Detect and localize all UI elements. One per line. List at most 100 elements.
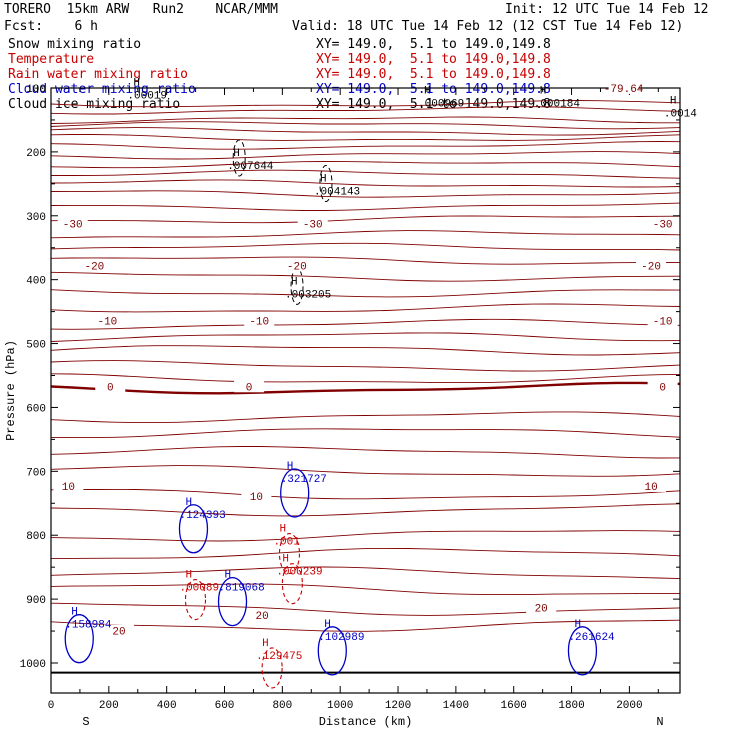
y-axis-label: Pressure (hPa) xyxy=(4,340,18,441)
temperature-label-bg xyxy=(636,479,667,492)
x-tick-label: 1600 xyxy=(501,700,527,712)
maximum-marker: H xyxy=(574,619,581,631)
x-tick-label: 200 xyxy=(99,700,119,712)
maximum-value: .129475 xyxy=(256,651,302,663)
maximum-value: .000969 xyxy=(418,98,464,110)
isotherm xyxy=(51,332,680,342)
north-label: N xyxy=(656,715,663,729)
rain-water-contour xyxy=(278,533,301,575)
maximum-marker: H xyxy=(324,619,331,631)
maximum-marker: H xyxy=(133,78,140,90)
x-tick-label: 2000 xyxy=(616,700,642,712)
legend-snow-xy: XY= 149.0, 5.1 to 149.0,149.8 xyxy=(316,37,551,52)
maximum-value: .00019 xyxy=(127,91,167,103)
isotherm xyxy=(51,360,680,372)
maximum-marker: H xyxy=(282,554,289,566)
isotherm xyxy=(51,488,680,500)
isotherm xyxy=(51,318,680,330)
temperature-label: -10 xyxy=(97,316,117,328)
temperature-label-bg xyxy=(244,314,275,327)
isotherm xyxy=(51,256,680,265)
title-left: TORERO 15km ARW Run2 NCAR/MMM xyxy=(4,2,278,17)
maximum-marker: H xyxy=(185,570,192,582)
isotherm xyxy=(51,619,680,632)
y-tick-label: 400 xyxy=(26,276,46,288)
cloud-water-contours xyxy=(64,468,598,676)
x-tick-label: 600 xyxy=(215,700,235,712)
legend-temperature-xy: XY= 149.0, 5.1 to 149.0,149.8 xyxy=(316,52,551,67)
temperature-label-bg xyxy=(53,479,84,492)
x-tick-label: 400 xyxy=(157,700,177,712)
isotherm xyxy=(51,100,680,108)
isotherm xyxy=(51,547,680,560)
legend-cloud-water-xy: XY= 149.0, 5.1 to 149.0,149.8 xyxy=(316,82,551,97)
isotherm xyxy=(51,381,680,395)
contour-labels: -79.64 -30 -30 -30 -20 -20 -20 -10 -10 -10 0 0 0 10 10… xyxy=(53,78,697,663)
temperature-label: 20 xyxy=(256,611,269,623)
temperature-label-bg xyxy=(526,601,557,614)
init-time: Init: 12 UTC Tue 14 Feb 12 xyxy=(505,2,709,17)
x-tick-label: 1200 xyxy=(385,700,411,712)
isotherm xyxy=(51,116,680,124)
temperature-label-bg xyxy=(234,380,265,393)
temperature-label-bg xyxy=(647,314,678,327)
maximum-value: .321727 xyxy=(281,474,327,486)
temperature-label: 20 xyxy=(112,626,125,638)
temperature-label: 0 xyxy=(246,382,253,394)
x-axis-label: Distance (km) xyxy=(319,715,413,729)
isotherm xyxy=(51,465,680,477)
temperature-label-bg xyxy=(636,259,667,272)
temperature-label: 10 xyxy=(644,482,657,494)
isotherm xyxy=(51,446,680,459)
maximum-value: .004143 xyxy=(314,187,360,199)
temperature-label: -30 xyxy=(303,219,323,231)
x-tick-label: 1000 xyxy=(327,700,353,712)
isotherm xyxy=(51,373,680,384)
maximum-marker: H xyxy=(262,638,269,650)
temperature-label: -30 xyxy=(653,219,673,231)
temperature-label-bg xyxy=(95,380,126,393)
legend-rain-label: Rain water mixing ratio xyxy=(8,67,189,82)
temperature-label: 10 xyxy=(250,492,263,504)
maximum-marker: H xyxy=(424,85,431,97)
maximum-marker: H xyxy=(291,276,298,288)
maximum-value: .000239 xyxy=(276,567,322,579)
maximum-marker: H xyxy=(320,174,327,186)
isotherm xyxy=(51,271,680,282)
isotherm xyxy=(51,345,680,356)
isotherm xyxy=(51,134,680,141)
maximum-marker: H xyxy=(233,148,240,160)
isotherm xyxy=(51,602,680,616)
y-tick-label: 300 xyxy=(26,212,46,224)
legend-temperature-label: Temperature xyxy=(8,52,95,67)
maximum-marker: H xyxy=(279,524,286,536)
temperature-label-bg xyxy=(647,217,678,230)
y-tick-label: 1000 xyxy=(20,659,46,671)
temperature-label: 0 xyxy=(659,382,666,394)
maximum-marker: H xyxy=(540,85,547,97)
legend-cloud-ice-xy: XY= 149.0, 5.1 to 149.0,149.8 xyxy=(316,97,551,112)
snow-ice-contour xyxy=(232,139,246,177)
temperature-label: -20 xyxy=(287,262,307,274)
maximum-marker: H xyxy=(185,497,192,509)
rain-water-contours xyxy=(184,533,303,689)
isotherm xyxy=(51,127,680,136)
temperature-label: -20 xyxy=(84,262,104,274)
isotherm xyxy=(51,530,680,542)
maximum-value: .00089 xyxy=(179,583,219,595)
temperature-label: -30 xyxy=(63,219,83,231)
rain-water-contour xyxy=(184,579,207,621)
isotherm xyxy=(51,303,680,313)
axes: 0 200 400 600 800 1000 1200 1400 1600 1800 2000100… xyxy=(20,84,680,712)
rain-water-contour xyxy=(281,563,303,605)
y-tick-label: 800 xyxy=(26,531,46,543)
x-tick-label: 800 xyxy=(272,700,292,712)
maximum-value: .158984 xyxy=(65,620,112,632)
temperature-label: 20 xyxy=(535,603,548,615)
y-tick-label: 700 xyxy=(26,467,46,479)
maximum-value: .003205 xyxy=(285,289,331,301)
cloud-water-contour xyxy=(567,626,598,676)
temperature-label: -10 xyxy=(653,316,673,328)
cloud-water-contour xyxy=(317,626,347,676)
